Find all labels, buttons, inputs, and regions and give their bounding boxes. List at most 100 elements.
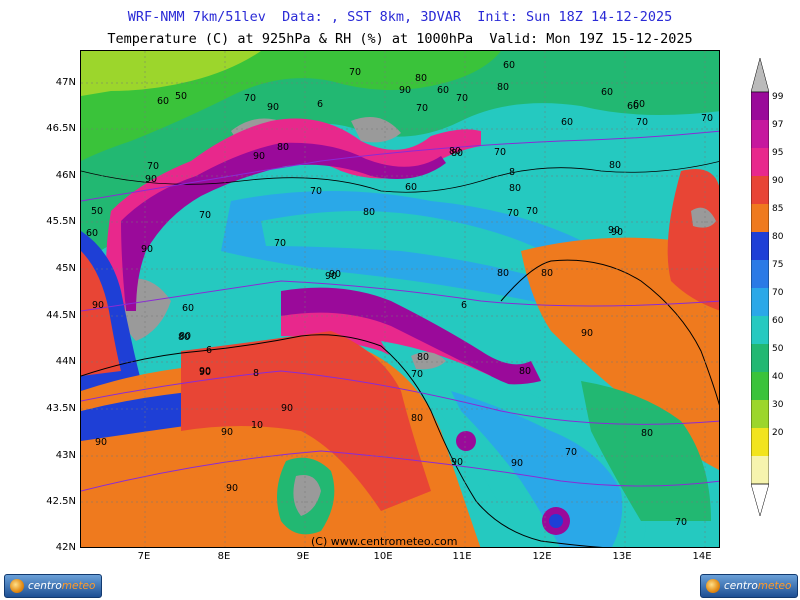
- rh-label: 80: [509, 183, 521, 194]
- lat-label: 42.5N: [46, 496, 76, 507]
- lat-label: 45N: [55, 263, 76, 274]
- rh-label: 70: [310, 186, 322, 197]
- rh-label: 90: [253, 151, 265, 162]
- rh-label: 70: [147, 161, 159, 172]
- lat-label: 46.5N: [46, 123, 76, 134]
- logo-text-part2: meteo: [61, 580, 96, 592]
- temp-label: 10: [251, 420, 263, 431]
- rh-label: 90: [199, 367, 211, 378]
- rh-label: 90: [92, 300, 104, 311]
- rh-label: 80: [451, 148, 463, 159]
- rh-label: 90: [451, 457, 463, 468]
- rh-label: 80: [277, 142, 289, 153]
- rh-label: 90: [267, 102, 279, 113]
- legend-label: 95: [772, 148, 784, 158]
- legend-label: 99: [772, 92, 784, 102]
- rh-label: 70: [565, 447, 577, 458]
- temp-label: 6: [206, 345, 212, 356]
- lon-label: 11E: [452, 551, 472, 562]
- rh-label: 80: [363, 207, 375, 218]
- rh-label: 70: [507, 208, 519, 219]
- rh-label: 70: [456, 93, 468, 104]
- rh-label: 60: [503, 60, 515, 71]
- sun-icon: [706, 579, 720, 593]
- rh-label: 90: [325, 271, 337, 282]
- legend-label: 70: [772, 288, 784, 298]
- legend-label: 30: [772, 400, 784, 410]
- temp-label: 6: [461, 300, 467, 311]
- legend-label: 90: [772, 176, 784, 186]
- legend-label: 20: [772, 428, 784, 438]
- header-line-2: Temperature (C) at 925hPa & RH (%) at 10…: [107, 31, 693, 47]
- temp-label: 6: [317, 99, 323, 110]
- rh-label: 90: [281, 403, 293, 414]
- map-field: 70 80 90 60 50 70 60 60 90 80 70 70 60 6…: [81, 51, 719, 548]
- rh-label: 50: [175, 91, 187, 102]
- header-line-1: WRF-NMM 7km/51lev Data: , SST 8km, 3DVAR…: [127, 9, 673, 25]
- lon-label: 10E: [373, 551, 393, 562]
- lat-label: 43N: [55, 450, 76, 461]
- lon-label: 7E: [137, 551, 151, 562]
- lat-label: 43.5N: [46, 403, 76, 414]
- rh-label: 90: [399, 85, 411, 96]
- logo-text-part1: centro: [724, 580, 758, 592]
- lat-label: 45.5N: [46, 216, 76, 227]
- rh-label: 80: [417, 352, 429, 363]
- lat-label: 47N: [55, 77, 76, 88]
- legend-label: 80: [772, 232, 784, 242]
- lat-label: 44N: [55, 356, 76, 367]
- rh-label: 90: [581, 328, 593, 339]
- rh-label: 70: [675, 517, 687, 528]
- rh-label: 80: [179, 331, 191, 342]
- rh-label: 90: [608, 225, 620, 236]
- rh-contour-labels: 70 80 90 60 50 70 60 60 90 80 70 70 60 6…: [86, 60, 713, 528]
- rh-label: 60: [405, 182, 417, 193]
- rh-label: 80: [411, 413, 423, 424]
- temp-contour-labels: 6 6 6 8 8 10: [206, 99, 515, 431]
- rh-label: 90: [221, 427, 233, 438]
- lat-label: 42N: [55, 542, 76, 553]
- legend-bar: [750, 57, 770, 518]
- lon-label: 14E: [692, 551, 712, 562]
- rh-label: 70: [494, 147, 506, 158]
- rh-label: 60: [601, 87, 613, 98]
- logo-text-part2: meteo: [757, 580, 792, 592]
- rh-label: 80: [178, 332, 190, 343]
- rh-label: 70: [701, 113, 713, 124]
- rh-label: 60: [157, 96, 169, 107]
- legend-label: 40: [772, 372, 784, 382]
- copyright-text: (C) www.centrometeo.com: [311, 535, 457, 548]
- rh-label: 60: [86, 228, 98, 239]
- temp-label: 8: [509, 167, 515, 178]
- rh-label: 60: [561, 117, 573, 128]
- rh-label: 80: [641, 428, 653, 439]
- lon-label: 12E: [532, 551, 552, 562]
- rh-label: 90: [226, 483, 238, 494]
- lat-label: 46N: [55, 170, 76, 181]
- rh-label: 70: [274, 238, 286, 249]
- rh-label: 80: [519, 366, 531, 377]
- rh-label: 90: [611, 227, 623, 238]
- rh-label: 90: [145, 174, 157, 185]
- rh-label: 90: [141, 244, 153, 255]
- rh-label: 70: [411, 369, 423, 380]
- lon-label: 8E: [217, 551, 231, 562]
- rh-label: 60: [182, 303, 194, 314]
- rh-label: 70: [244, 93, 256, 104]
- rh-label: 90: [95, 437, 107, 448]
- centrometeo-logo-right[interactable]: centro meteo: [700, 574, 798, 598]
- centrometeo-logo-left[interactable]: centro meteo: [4, 574, 102, 598]
- legend-label: 85: [772, 204, 784, 214]
- lat-label: 44.5N: [46, 310, 76, 321]
- lon-label: 13E: [612, 551, 632, 562]
- rh-label: 80: [609, 160, 621, 171]
- legend-swatches: [750, 57, 770, 517]
- rh-label: 80: [497, 268, 509, 279]
- legend-label: 97: [772, 120, 784, 130]
- rh-label: 80: [497, 82, 509, 93]
- rh-label: 70: [636, 117, 648, 128]
- legend-label: 60: [772, 316, 784, 326]
- rh-label: 70: [199, 210, 211, 221]
- rh-label: 90: [329, 269, 341, 280]
- rh-label: 60: [437, 85, 449, 96]
